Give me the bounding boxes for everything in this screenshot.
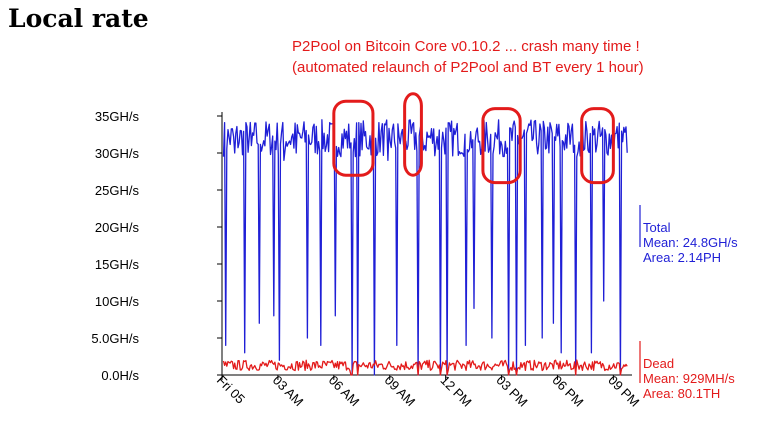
chart-axes [221,112,632,376]
x-tick-label: 06 AM [326,373,363,410]
x-axis-ticks: Fri 05 03 AM 06 AM 09 AM 12 PM 03 PM 06 PM 09 P… [214,373,643,410]
legend-area: Area: 2.14PH [643,250,721,265]
series-line-dead [222,359,628,376]
legend-mean: Mean: 24.8GH/s [643,235,738,250]
legend-name: Total [643,220,671,235]
x-tick-label: Fri 05 [214,373,248,407]
highlight-marks [332,92,615,185]
legend-name: Dead [643,356,674,371]
legend-area: Area: 80.1TH [643,386,720,401]
highlight-circle [403,92,423,177]
highlight-circle [580,107,615,185]
x-tick-label: 03 AM [270,373,307,410]
y-tick-label: 10GH/s [95,294,140,309]
y-tick-label: 5.0GH/s [91,331,139,346]
legend-mean: Mean: 929MH/s [643,371,735,386]
y-tick-label: 30GH/s [95,146,140,161]
y-tick-label: 25GH/s [95,183,140,198]
y-tick-label: 0.0H/s [101,368,139,383]
page-title: Local rate [8,4,149,33]
annotation-line-1: P2Pool on Bitcoin Core v0.10.2 ... crash… [292,38,640,55]
chart-series [222,119,628,376]
x-tick-label: 03 PM [493,373,530,410]
y-tick-label: 35GH/s [95,109,140,124]
annotation-line-2: (automated relaunch of P2Pool and BT eve… [292,59,644,76]
x-tick-label: 06 PM [549,373,586,410]
y-axis-ticks: 0.0H/s 5.0GH/s 10GH/s 15GH/s 20GH/s 25GH/s 30G… [91,109,222,383]
series-line-total [222,119,628,376]
x-tick-label: 12 PM [438,373,475,410]
highlight-circle [332,99,375,177]
x-tick-label: 09 AM [382,373,419,410]
y-tick-label: 20GH/s [95,220,140,235]
y-tick-label: 15GH/s [95,257,140,272]
x-tick-label: 09 PM [605,373,642,410]
highlight-circle [481,107,522,185]
